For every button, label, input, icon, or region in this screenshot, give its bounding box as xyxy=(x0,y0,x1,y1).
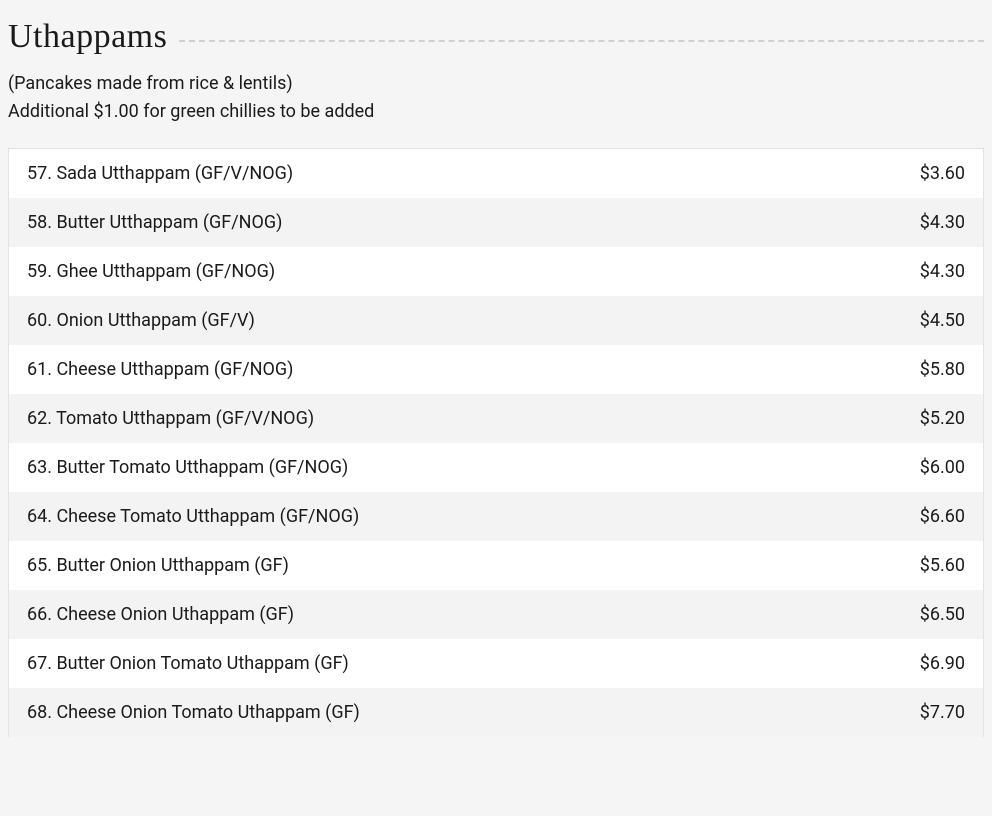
item-name: 57. Sada Utthappam (GF/V/NOG) xyxy=(27,163,293,184)
item-price: $5.20 xyxy=(920,408,965,429)
menu-item: 66. Cheese Onion Uthappam (GF) $6.50 xyxy=(9,590,983,639)
item-price: $4.30 xyxy=(920,261,965,282)
section-header: Uthappams xyxy=(8,18,984,56)
section-title: Uthappams xyxy=(8,18,179,56)
item-name: 64. Cheese Tomato Utthappam (GF/NOG) xyxy=(27,506,359,527)
item-price: $7.70 xyxy=(920,702,965,723)
item-price: $4.50 xyxy=(920,310,965,331)
menu-item: 61. Cheese Utthappam (GF/NOG) $5.80 xyxy=(9,345,983,394)
item-name: 66. Cheese Onion Uthappam (GF) xyxy=(27,604,294,625)
item-name: 62. Tomato Utthappam (GF/V/NOG) xyxy=(27,408,314,429)
item-name: 68. Cheese Onion Tomato Uthappam (GF) xyxy=(27,702,360,723)
item-price: $5.60 xyxy=(920,555,965,576)
item-name: 61. Cheese Utthappam (GF/NOG) xyxy=(27,359,293,380)
item-price: $6.00 xyxy=(920,457,965,478)
item-name: 60. Onion Utthappam (GF/V) xyxy=(27,310,255,331)
menu-item: 65. Butter Onion Utthappam (GF) $5.60 xyxy=(9,541,983,590)
menu-item: 62. Tomato Utthappam (GF/V/NOG) $5.20 xyxy=(9,394,983,443)
item-price: $6.90 xyxy=(920,653,965,674)
menu-item: 60. Onion Utthappam (GF/V) $4.50 xyxy=(9,296,983,345)
title-divider xyxy=(179,40,984,42)
item-price: $3.60 xyxy=(920,163,965,184)
description-line-1: (Pancakes made from rice & lentils) xyxy=(8,70,984,98)
menu-section: Uthappams (Pancakes made from rice & len… xyxy=(0,0,992,737)
menu-list: 57. Sada Utthappam (GF/V/NOG) $3.60 58. … xyxy=(8,148,984,737)
item-name: 63. Butter Tomato Utthappam (GF/NOG) xyxy=(27,457,348,478)
item-price: $4.30 xyxy=(920,212,965,233)
menu-item: 63. Butter Tomato Utthappam (GF/NOG) $6.… xyxy=(9,443,983,492)
menu-item: 58. Butter Utthappam (GF/NOG) $4.30 xyxy=(9,198,983,247)
menu-item: 57. Sada Utthappam (GF/V/NOG) $3.60 xyxy=(9,149,983,198)
menu-item: 67. Butter Onion Tomato Uthappam (GF) $6… xyxy=(9,639,983,688)
menu-item: 68. Cheese Onion Tomato Uthappam (GF) $7… xyxy=(9,688,983,737)
item-name: 59. Ghee Utthappam (GF/NOG) xyxy=(27,261,275,282)
item-name: 65. Butter Onion Utthappam (GF) xyxy=(27,555,289,576)
item-name: 58. Butter Utthappam (GF/NOG) xyxy=(27,212,282,233)
section-description: (Pancakes made from rice & lentils) Addi… xyxy=(8,70,984,126)
menu-item: 59. Ghee Utthappam (GF/NOG) $4.30 xyxy=(9,247,983,296)
description-line-2: Additional $1.00 for green chillies to b… xyxy=(8,98,984,126)
item-price: $6.60 xyxy=(920,506,965,527)
menu-item: 64. Cheese Tomato Utthappam (GF/NOG) $6.… xyxy=(9,492,983,541)
item-price: $5.80 xyxy=(920,359,965,380)
item-name: 67. Butter Onion Tomato Uthappam (GF) xyxy=(27,653,349,674)
item-price: $6.50 xyxy=(920,604,965,625)
